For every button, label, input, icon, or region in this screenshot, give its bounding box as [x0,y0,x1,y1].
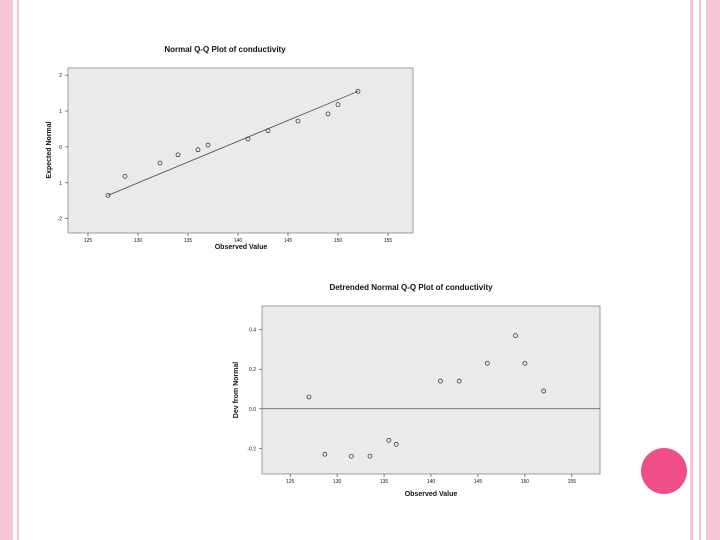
detrended-chart-title: Detrended Normal Q-Q Plot of conductivit… [329,283,493,292]
dt-x-tick-label: 150 [521,479,530,485]
qq-x-tick-label: 135 [184,238,193,244]
detrended-y-axis: 0.4 0.2 0.0 -0.2 [247,328,262,452]
right-border-band [706,0,720,540]
dt-x-tick-label: 140 [427,479,436,485]
qq-y-tick-label: 2 [59,73,62,79]
qq-x-tick-label: 140 [234,238,243,244]
qq-plot-area [67,67,414,234]
qq-y-tick-label: 1 [59,181,62,187]
detrended-points [306,333,547,459]
dt-y-tick-label: 0.4 [249,328,256,334]
qq-x-tick-label: 150 [334,238,343,244]
qq-data-point [157,160,163,166]
dt-x-tick-label: 155 [568,479,577,485]
qq-data-point [105,192,111,198]
qq-reference-line [107,90,359,196]
right-border-line [690,0,693,540]
qq-x-tick-label: 155 [384,238,393,244]
qq-x-axis: 125 130 135 140 145 150 155 [84,233,393,244]
detrended-x-axis-title: Observed Value [405,491,458,498]
dt-x-tick-label: 135 [380,479,389,485]
detrended-x-axis: 125 130 135 140 145 150 155 [286,474,576,485]
dt-data-point [322,451,328,457]
qq-x-tick-label: 125 [84,238,93,244]
dt-data-point [456,378,462,384]
dt-data-point [438,378,443,384]
qq-chart-title: Normal Q-Q Plot of conductivity [164,45,286,54]
qq-data-point [295,118,301,124]
dt-data-point [348,453,354,459]
qq-data-point [205,142,211,148]
qq-y-axis: 2 1 0 1 -2 [58,73,68,223]
dt-data-point [522,360,528,366]
dt-x-tick-label: 145 [474,479,483,485]
qq-y-tick-label: 1 [59,109,62,115]
dt-y-tick-label: 0.2 [249,367,256,373]
qq-x-tick-label: 145 [284,238,293,244]
detrended-y-axis-title: Dev from Normal [233,362,240,418]
left-border-line [17,0,19,540]
dt-data-point [541,388,547,394]
qq-y-axis-title: Expected Normal [46,121,53,178]
qq-data-point [245,136,251,142]
qq-data-point [355,88,361,94]
qq-data-point [122,173,128,179]
detrended-chart: Detrended Normal Q-Q Plot of conductivit… [233,283,601,498]
dt-x-tick-label: 130 [333,479,342,485]
right-border-line [699,0,701,540]
qq-data-point [265,128,271,134]
qq-y-tick-label: 0 [59,145,62,151]
qq-chart: Normal Q-Q Plot of conductivity 2 1 0 1 -2 1… [46,45,414,251]
qq-data-point [325,111,331,117]
dt-y-tick-label: 0.0 [249,407,256,413]
dt-data-point [386,438,392,443]
qq-data-point [175,152,181,158]
dt-data-point [367,453,373,459]
dt-data-point [513,333,518,338]
qq-y-tick-label: -2 [58,217,63,223]
dt-data-point [484,360,490,366]
qq-data-point [335,102,341,107]
qq-data-point [195,147,201,153]
left-border-band [0,0,13,540]
accent-dot [641,448,687,494]
dt-data-point [393,442,399,447]
detrended-plot-area [261,305,601,475]
dt-y-tick-label: -0.2 [247,446,256,452]
dt-data-point [306,394,312,400]
dt-x-tick-label: 125 [286,479,295,485]
qq-points [105,88,361,198]
qq-x-tick-label: 130 [134,238,143,244]
qq-x-axis-title: Observed Value [215,244,268,251]
